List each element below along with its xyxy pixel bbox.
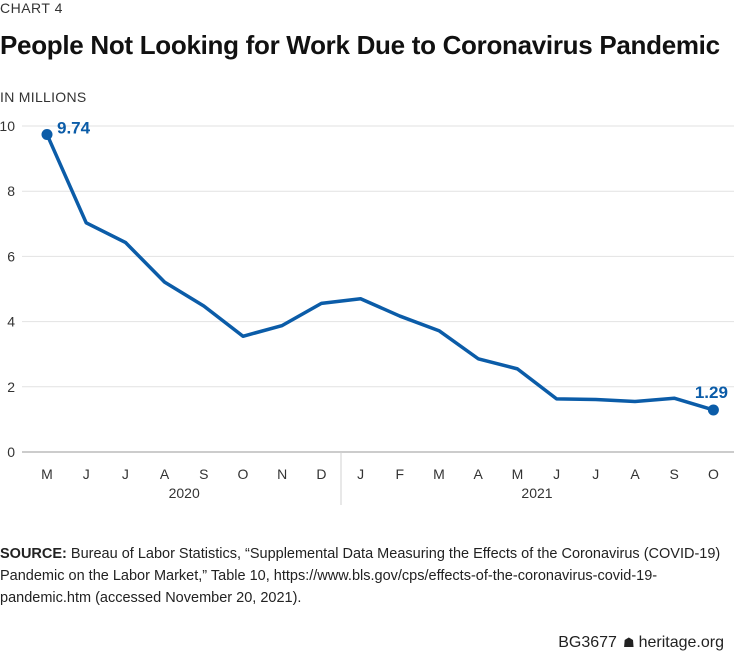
x-tick-label: F <box>396 466 405 482</box>
data-annotations: 9.74 1.29 <box>41 118 728 416</box>
y-tick-label: 2 <box>7 379 15 395</box>
x-tick-label: N <box>277 466 287 482</box>
year-label: 2020 <box>169 485 200 501</box>
x-tick-label: M <box>41 466 53 482</box>
x-tick-label: O <box>238 466 249 482</box>
x-tick-label: M <box>512 466 524 482</box>
data-label: 9.74 <box>57 118 91 137</box>
heritage-logo-icon: ☗ <box>622 635 635 650</box>
y-tick-label: 0 <box>7 444 15 460</box>
data-label: 1.29 <box>695 383 728 402</box>
footer: BG3677 ☗ heritage.org <box>558 634 724 652</box>
x-tick-label: A <box>474 466 484 482</box>
data-point-marker <box>41 128 53 140</box>
x-tick-label: D <box>316 466 326 482</box>
y-tick-labels: 0 2 4 6 8 10 <box>0 118 15 460</box>
y-tick-label: 10 <box>0 118 15 134</box>
series-line-group <box>45 132 716 412</box>
report-code: BG3677 <box>558 634 617 651</box>
x-tick-label: J <box>122 466 129 482</box>
line-chart: 0 2 4 6 8 10 M J J A S O N D J F M A M J J A S O 2020 2021 9.74… <box>0 118 734 505</box>
year-labels: 2020 2021 <box>169 452 553 505</box>
gridlines <box>22 125 734 453</box>
y-axis-unit-label: IN MILLIONS <box>0 89 87 105</box>
footer-site-link[interactable]: heritage.org <box>638 634 724 651</box>
x-tick-label: J <box>83 466 90 482</box>
x-tick-label: M <box>433 466 445 482</box>
x-tick-label: A <box>630 466 640 482</box>
x-tick-label: J <box>553 466 560 482</box>
y-tick-label: 8 <box>7 183 15 199</box>
series-line <box>45 132 716 412</box>
source-label: SOURCE: <box>0 546 67 562</box>
y-tick-label: 4 <box>7 314 15 330</box>
year-label: 2021 <box>521 485 552 501</box>
x-tick-label: J <box>357 466 364 482</box>
chart-title: People Not Looking for Work Due to Coron… <box>0 30 720 60</box>
data-point-marker <box>707 404 719 416</box>
x-tick-label: S <box>199 466 208 482</box>
x-tick-label: S <box>670 466 679 482</box>
x-tick-label: J <box>592 466 599 482</box>
source-note: SOURCE: Bureau of Labor Statistics, “Sup… <box>0 543 730 609</box>
y-tick-label: 6 <box>7 248 15 264</box>
chart-number-label: CHART 4 <box>0 0 63 16</box>
x-tick-label: A <box>160 466 170 482</box>
source-text: Bureau of Labor Statistics, “Supplementa… <box>0 546 721 606</box>
x-tick-label: O <box>708 466 719 482</box>
